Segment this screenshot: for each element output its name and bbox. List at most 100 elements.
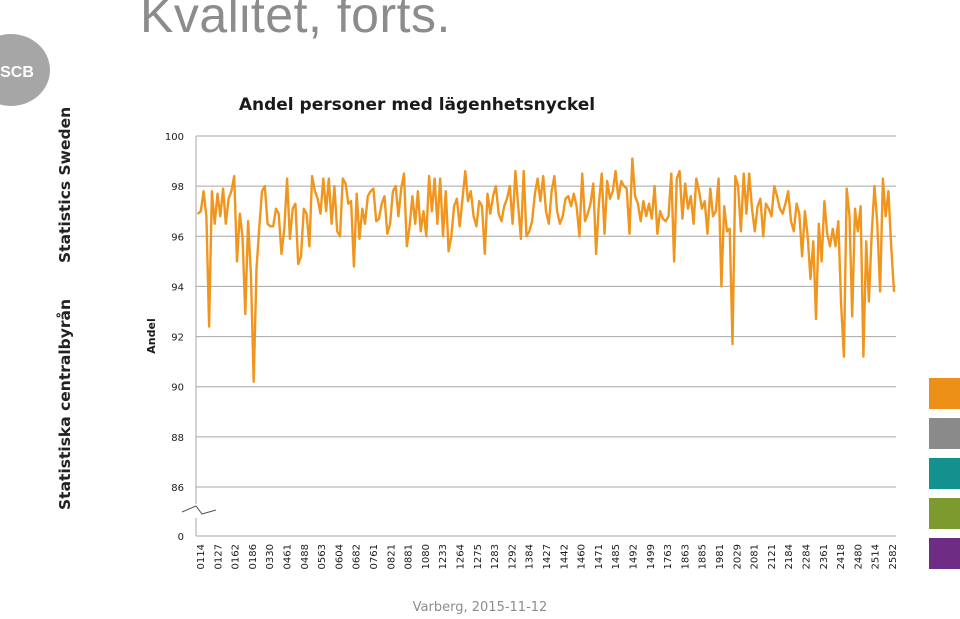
y-tick-label-92: 92 [171, 333, 184, 344]
data-point [893, 290, 895, 293]
data-point [275, 207, 277, 210]
data-point [202, 190, 205, 192]
data-point [216, 192, 219, 195]
x-tick-label-1275: 1275 [473, 544, 484, 569]
data-point [865, 240, 867, 243]
data-point [728, 228, 731, 230]
data-point [236, 260, 238, 263]
data-point [570, 205, 572, 207]
data-point [692, 223, 695, 225]
data-point [392, 190, 394, 192]
data-point [818, 223, 820, 225]
data-point [820, 260, 823, 263]
data-point [277, 212, 280, 215]
swatch-teal [929, 458, 960, 489]
footer-date: Varberg, 2015-11-12 [412, 600, 548, 615]
data-point [659, 210, 661, 212]
data-point [456, 197, 458, 200]
data-point [492, 195, 494, 197]
data-point [804, 210, 806, 212]
data-point [506, 197, 508, 200]
data-point [414, 223, 417, 225]
y-tick-label-96: 96 [171, 232, 184, 243]
data-point [358, 238, 361, 240]
data-point [765, 202, 767, 205]
org-name-en: Statistics Sweden [56, 106, 74, 263]
data-point [319, 212, 322, 215]
data-point [832, 228, 834, 230]
data-point [740, 230, 742, 233]
data-point [386, 233, 389, 235]
data-point [422, 210, 425, 212]
data-point [303, 207, 305, 210]
data-point [887, 190, 890, 192]
data-point [213, 223, 216, 225]
x-tick-label-0114: 0114 [196, 544, 207, 569]
data-point [690, 195, 692, 197]
data-point [653, 185, 656, 187]
data-point [584, 220, 586, 222]
data-point [517, 205, 519, 207]
data-point [656, 233, 659, 235]
data-point [815, 318, 817, 320]
data-point [509, 185, 511, 187]
data-point [781, 212, 784, 215]
data-point [854, 207, 856, 210]
x-tick-label-0604: 0604 [334, 544, 345, 569]
data-point [389, 223, 391, 225]
data-point [522, 170, 525, 172]
data-point [531, 220, 533, 222]
data-point [790, 220, 792, 222]
data-point [464, 170, 467, 172]
data-point [581, 172, 583, 175]
data-point [255, 268, 258, 270]
data-point [300, 255, 302, 258]
data-point [222, 187, 224, 190]
data-point [556, 210, 558, 212]
data-point [845, 187, 848, 190]
data-point [475, 225, 478, 228]
data-point [879, 290, 881, 293]
data-point [561, 215, 564, 217]
data-point [823, 200, 826, 202]
data-point [297, 263, 299, 265]
x-tick-label-1460: 1460 [577, 544, 588, 569]
data-point [514, 170, 517, 172]
scb-logo: SCB [0, 34, 50, 106]
data-point [539, 200, 542, 202]
data-point [500, 220, 503, 222]
x-tick-label-2514: 2514 [871, 544, 882, 569]
data-point [795, 202, 798, 205]
x-tick-label-1427: 1427 [542, 544, 553, 569]
data-point [266, 223, 269, 225]
data-point [394, 185, 397, 187]
x-tick-label-0761: 0761 [369, 544, 380, 569]
x-tick-label-1264: 1264 [456, 544, 467, 569]
data-point [367, 195, 369, 197]
y-tick-label-100: 100 [165, 132, 184, 143]
data-point [890, 245, 892, 248]
x-tick-label-1485: 1485 [611, 544, 622, 569]
data-point [550, 190, 553, 192]
data-point [286, 177, 288, 180]
data-point [219, 215, 222, 217]
series-line [197, 157, 896, 383]
slide-title: Kvalitet, forts. [140, 0, 451, 43]
data-point [701, 207, 703, 210]
data-point [625, 187, 628, 190]
data-point [695, 177, 698, 180]
x-tick-label-2284: 2284 [802, 544, 813, 569]
data-point [495, 185, 497, 187]
data-point [620, 180, 622, 182]
data-point [239, 212, 241, 215]
data-point [353, 265, 355, 268]
data-point [637, 202, 639, 205]
data-point [756, 205, 759, 207]
data-point [639, 220, 642, 222]
x-tick-label-2582: 2582 [888, 544, 899, 569]
data-point [525, 235, 528, 238]
data-point [472, 215, 475, 217]
data-point [503, 205, 506, 207]
x-tick-label-0682: 0682 [352, 544, 363, 569]
data-point [241, 235, 244, 238]
